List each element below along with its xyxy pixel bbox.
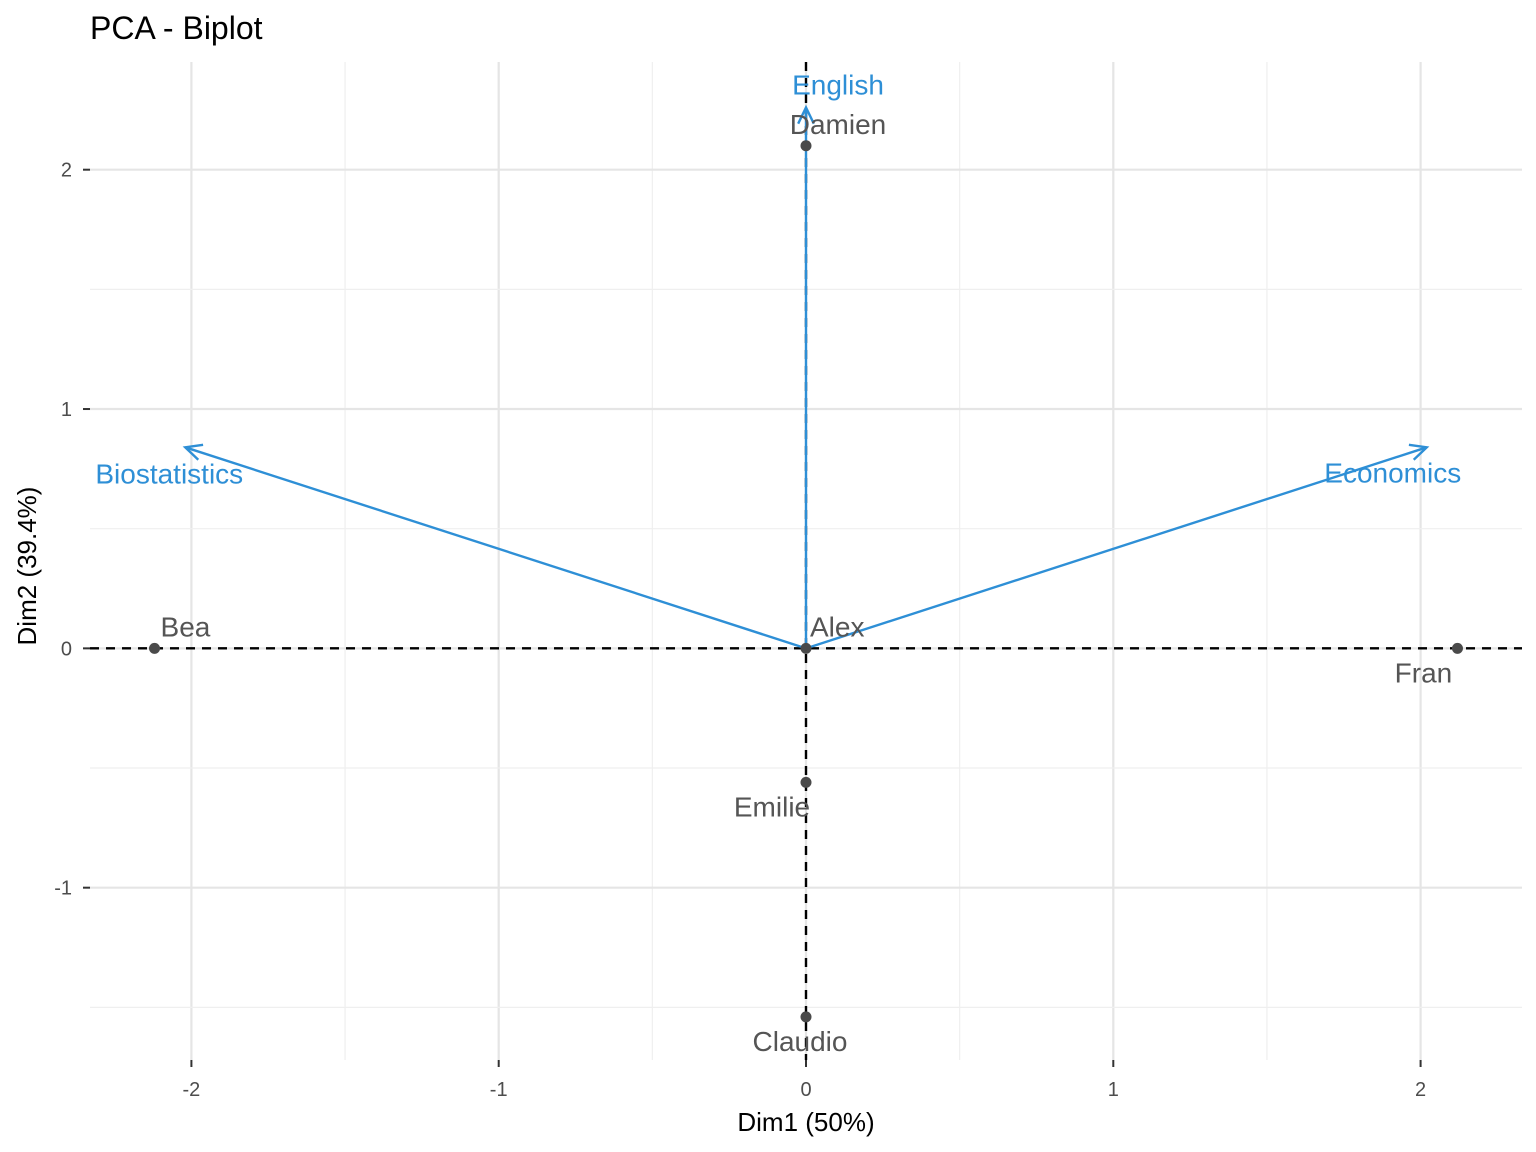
x-tick-label: 1 xyxy=(1108,1079,1119,1101)
individual-point xyxy=(800,1011,812,1023)
y-tick-label: 1 xyxy=(61,399,72,421)
x-axis-title: Dim1 (50%) xyxy=(737,1107,874,1137)
variable-label: Biostatistics xyxy=(95,458,243,489)
x-tick-label: -2 xyxy=(183,1079,201,1101)
individual-points: Alex Bea Claudio Damien Emilie Fran xyxy=(149,109,1463,1057)
variable-arrow-head xyxy=(182,443,204,461)
variable-label: Economics xyxy=(1324,457,1461,488)
y-tick-label: 2 xyxy=(61,160,72,182)
x-tick-label: 0 xyxy=(800,1079,811,1101)
individual-label: Fran xyxy=(1395,657,1453,688)
individual-point xyxy=(800,140,812,152)
y-tick-label: -1 xyxy=(54,878,72,900)
y-axis-title: Dim2 (39.4%) xyxy=(12,487,42,646)
individual-label: Bea xyxy=(161,611,211,642)
variable-label: English xyxy=(792,69,884,100)
x-tick-label: -1 xyxy=(490,1079,508,1101)
variable-arrow-head xyxy=(797,104,815,125)
variable-arrow-line xyxy=(805,446,1428,650)
variable-arrows: Biostatistics English Economics xyxy=(95,69,1461,650)
y-tick-label: 0 xyxy=(61,638,72,660)
individual-point xyxy=(800,776,812,788)
individual-point xyxy=(149,642,161,654)
individual-label: Claudio xyxy=(753,1026,848,1057)
chart-title: PCA - Biplot xyxy=(90,10,263,46)
individual-label: Alex xyxy=(810,611,864,642)
individual-point xyxy=(800,642,812,654)
individual-label: Emilie xyxy=(734,791,810,822)
x-tick-label: 2 xyxy=(1415,1079,1426,1101)
individual-point xyxy=(1451,642,1463,654)
individual-label: Damien xyxy=(790,109,886,140)
variable-arrow-head xyxy=(1408,443,1430,461)
axes: -2 -1 0 1 2 -1 0 1 2 xyxy=(54,160,1426,1101)
variable-arrow-line xyxy=(184,446,807,650)
